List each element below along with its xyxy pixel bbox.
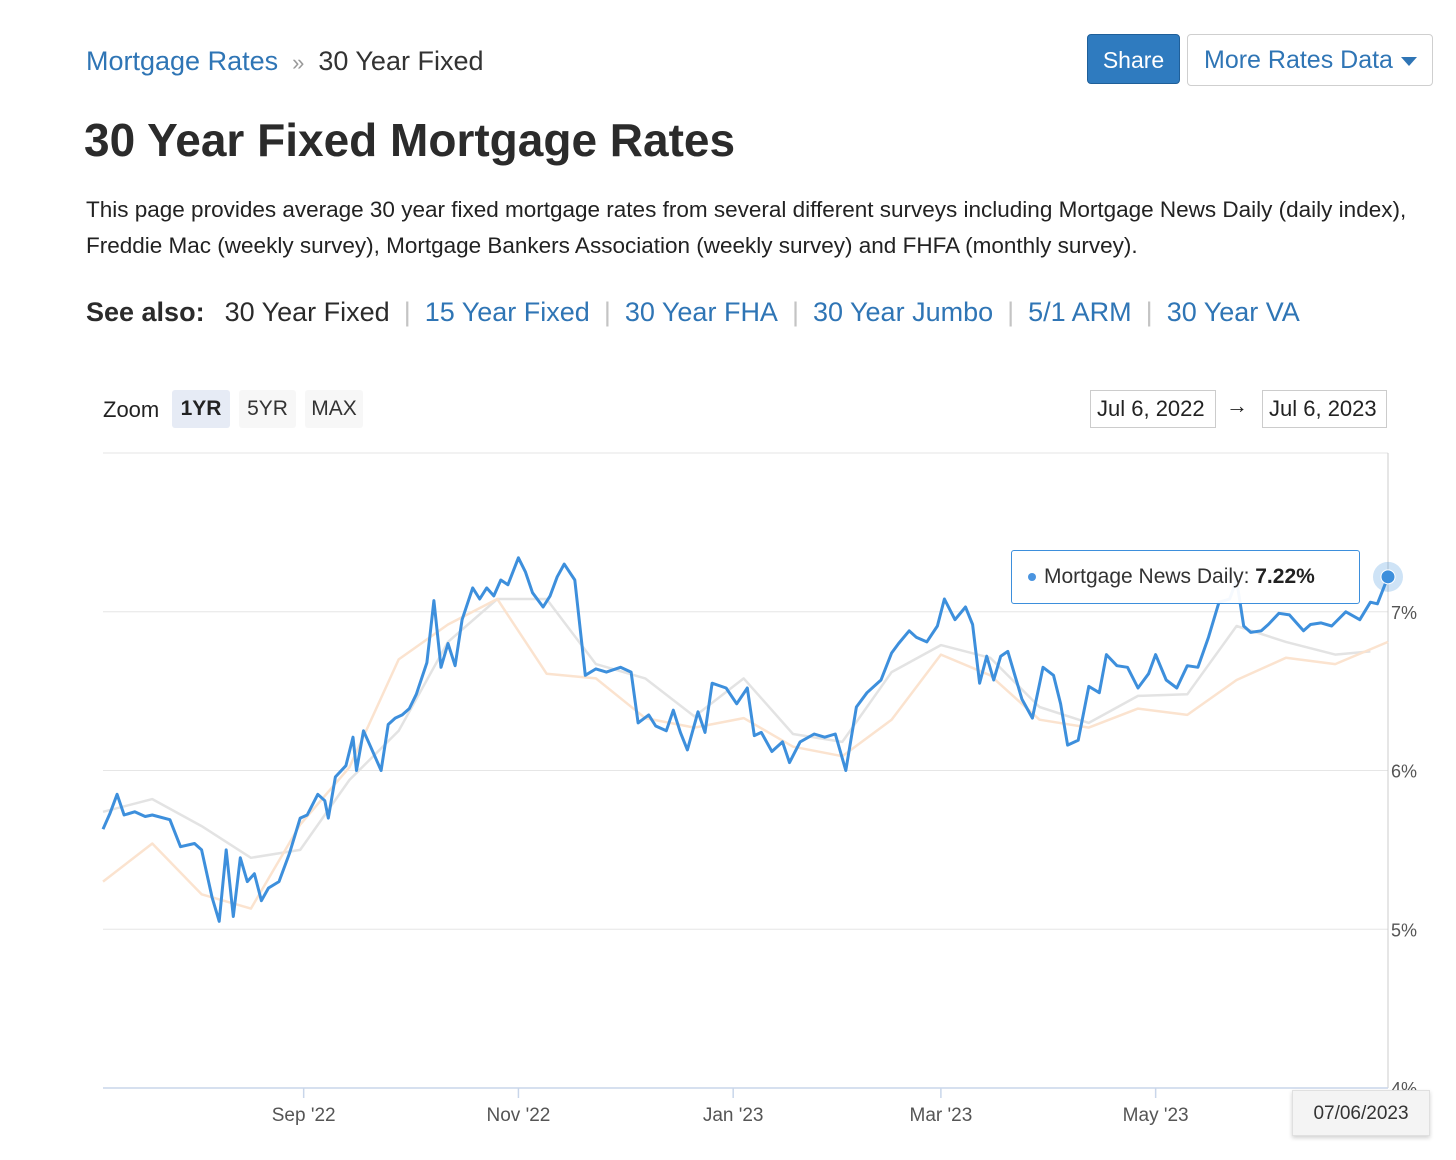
- zoom-1yr-button[interactable]: 1YR: [172, 390, 230, 428]
- x-tick-label: Jan '23: [703, 1105, 764, 1126]
- x-tick-label: Sep '22: [272, 1105, 336, 1126]
- series-line-freddie-mac: [102, 597, 1389, 910]
- zoom-5yr-button[interactable]: 5YR: [239, 390, 296, 428]
- x-tick-label: Mar '23: [910, 1105, 973, 1126]
- see-also-nav: See also: 30 Year Fixed | 15 Year Fixed | 30 …: [86, 293, 1300, 331]
- see-also-link-30-year-va[interactable]: 30 Year VA: [1166, 297, 1300, 327]
- series-line-mortgage-news-daily: [101, 556, 1390, 923]
- see-also-link-30-year-jumbo[interactable]: 30 Year Jumbo: [812, 297, 994, 327]
- more-rates-data-label: More Rates Data: [1204, 46, 1393, 74]
- share-button[interactable]: Share: [1087, 34, 1180, 84]
- see-also-divider: |: [403, 297, 411, 327]
- see-also-link-5-1-arm[interactable]: 5/1 ARM: [1028, 297, 1132, 327]
- caret-down-icon: [1400, 56, 1417, 66]
- series-dot-icon: [1028, 573, 1036, 582]
- see-also-divider: |: [603, 297, 611, 327]
- x-tick-label: May '23: [1123, 1105, 1189, 1126]
- y-axis-labels: 4%5%6%7%: [1391, 603, 1417, 1099]
- range-arrow-icon: →: [1226, 393, 1248, 418]
- breadcrumb: Mortgage Rates » 30 Year Fixed: [86, 42, 483, 82]
- grid-lines: [103, 611, 1388, 930]
- page-description: This page provides average 30 year fixed…: [86, 197, 1407, 258]
- see-also-link-15-year-fixed[interactable]: 15 Year Fixed: [424, 297, 590, 327]
- x-axis-ticks: Sep '22 Nov '22 Jan '23 Mar '23 May '23: [272, 1088, 1189, 1126]
- breadcrumb-mortgage-rates-link[interactable]: Mortgage Rates: [86, 46, 279, 76]
- series-group: [101, 556, 1390, 923]
- breadcrumb-separator: »: [292, 50, 305, 75]
- zoom-max-button[interactable]: MAX: [305, 390, 363, 428]
- last-point-marker[interactable]: [1373, 561, 1403, 592]
- range-from-input[interactable]: Jul 6, 2022: [1090, 390, 1216, 428]
- tooltip-value: 7.22%: [1255, 565, 1315, 588]
- chart-tooltip: Mortgage News Daily: 7.22%: [1011, 550, 1360, 604]
- see-also-divider: |: [1145, 297, 1153, 327]
- zoom-label: Zoom: [103, 397, 160, 422]
- y-tick-label: 5%: [1391, 920, 1417, 940]
- x-tick-label: Nov '22: [487, 1105, 551, 1126]
- marker-point: [1380, 569, 1396, 585]
- page-title: 30 Year Fixed Mortgage Rates: [84, 114, 736, 166]
- tooltip-series-name: Mortgage News Daily:: [1044, 565, 1250, 588]
- series-line-mba: [102, 597, 1371, 860]
- more-rates-data-button[interactable]: More Rates Data: [1187, 34, 1433, 86]
- crosshair-date-label: 07/06/2023: [1292, 1090, 1430, 1136]
- see-also-link-30-year-fha[interactable]: 30 Year FHA: [624, 297, 778, 327]
- see-also-current: 30 Year Fixed: [224, 297, 390, 327]
- see-also-label: See also:: [86, 297, 205, 327]
- see-also-divider: |: [1007, 297, 1015, 327]
- y-tick-label: 6%: [1391, 762, 1417, 782]
- y-tick-label: 7%: [1391, 603, 1417, 623]
- breadcrumb-current: 30 Year Fixed: [318, 46, 484, 76]
- see-also-divider: |: [791, 297, 799, 327]
- range-to-input[interactable]: Jul 6, 2023: [1262, 390, 1387, 428]
